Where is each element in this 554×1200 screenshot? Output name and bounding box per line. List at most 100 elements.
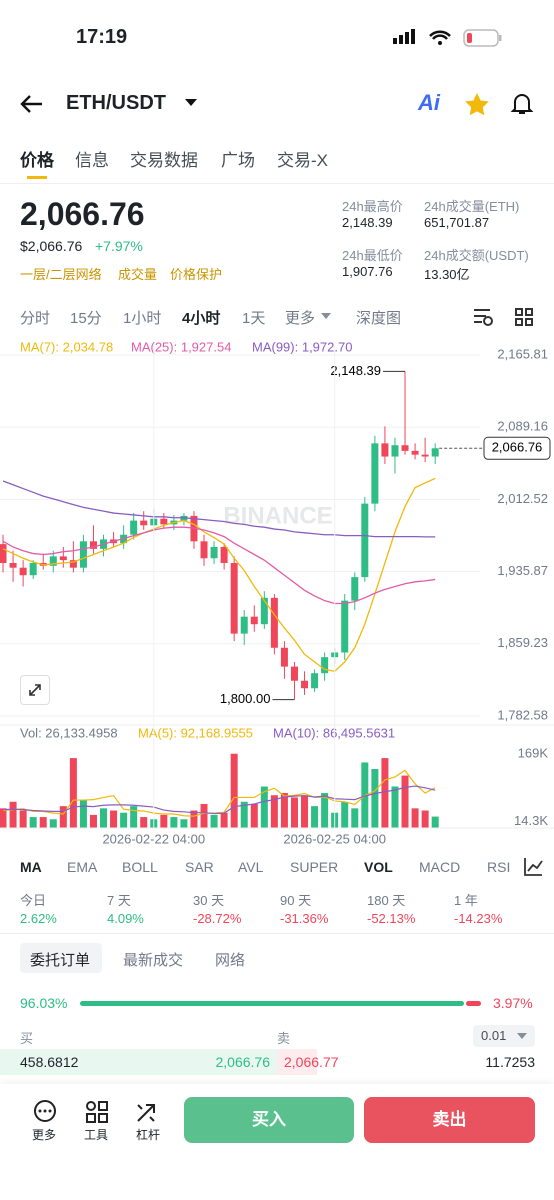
- candle-body: [321, 657, 329, 674]
- interval[interactable]: 1天: [242, 310, 266, 327]
- fullscreen-button[interactable]: [20, 675, 50, 705]
- step-select[interactable]: 0.01: [473, 1025, 535, 1047]
- candle-body: [89, 541, 97, 549]
- tool-label[interactable]: 工具: [84, 1128, 109, 1142]
- step: 0.01: [481, 1028, 507, 1043]
- divider: [0, 933, 554, 934]
- candle-body: [19, 567, 27, 576]
- volume-bar: [270, 795, 278, 828]
- stat-label: 24h成交额(USDT): [424, 248, 529, 263]
- indicator[interactable]: VOL: [364, 859, 393, 875]
- bid-qty: 458.6812: [20, 1054, 79, 1070]
- order-tab[interactable]: 委托订单: [30, 952, 91, 969]
- indicator[interactable]: SUPER: [290, 859, 339, 875]
- y-tick-label: 2,165.81: [497, 346, 548, 361]
- y-tick-label: 2,089.16: [497, 419, 548, 434]
- last-price: 2,066.76: [20, 196, 145, 232]
- sell-ratio-bar: [466, 1001, 481, 1006]
- tab[interactable]: 价格: [20, 151, 54, 170]
- pair-title[interactable]: ETH/USDT: [66, 92, 166, 114]
- volume-bar: [230, 753, 238, 828]
- volume-bar: [100, 808, 108, 828]
- x-tick-label: 2026-02-22 04:00: [102, 831, 205, 846]
- tab[interactable]: 交易数据: [130, 151, 198, 170]
- volume-bar: [89, 814, 97, 828]
- volume-bar: [9, 801, 17, 828]
- volume-bar: [240, 801, 248, 828]
- y-tick-label: 1,935.87: [497, 563, 548, 578]
- buy-button[interactable]: 买入: [184, 1097, 354, 1143]
- sell-ratio: 3.97%: [493, 995, 533, 1011]
- indicator[interactable]: MA: [20, 859, 42, 875]
- candle-body: [280, 647, 288, 667]
- tab[interactable]: 交易-X: [277, 151, 328, 170]
- candle-body: [230, 562, 238, 634]
- chart-tools[interactable]: [472, 306, 538, 328]
- volume-bar: [19, 810, 27, 828]
- interval[interactable]: 分时: [20, 310, 51, 327]
- favorite-star[interactable]: [464, 92, 490, 116]
- annotation: 1,800.00: [220, 691, 271, 706]
- period: 7 天: [107, 893, 131, 908]
- period-change: 4.09%: [107, 911, 144, 926]
- candle-body: [270, 597, 278, 648]
- indicator-settings[interactable]: [522, 856, 544, 878]
- tool-label[interactable]: 更多: [32, 1128, 57, 1142]
- interval[interactable]: 1小时: [123, 310, 162, 327]
- legend-entry: MA(99): 1,972.70: [252, 339, 352, 354]
- candle-body: [79, 541, 87, 568]
- tab[interactable]: 信息: [75, 151, 109, 170]
- stat-value: 2,148.39: [342, 215, 393, 230]
- back-button[interactable]: [20, 94, 44, 114]
- interval[interactable]: 深度图: [356, 310, 402, 327]
- interval[interactable]: 更多: [285, 310, 316, 327]
- tool-icons: [34, 1100, 155, 1123]
- candle-body: [421, 454, 429, 457]
- usd-price: $2,066.76: [20, 238, 83, 254]
- candle-body: [401, 445, 409, 451]
- buy-ratio-bar: [80, 1001, 464, 1006]
- period: 1 年: [454, 893, 478, 908]
- y-tick-label: 1,859.23: [497, 635, 548, 650]
- interval[interactable]: 4小时: [182, 310, 221, 327]
- bell[interactable]: [510, 92, 534, 116]
- tag-link[interactable]: 价格保护: [170, 267, 223, 282]
- indicator[interactable]: BOLL: [122, 859, 158, 875]
- tag-link[interactable]: 一层/二层网络: [20, 267, 102, 282]
- period-change: -52.13%: [367, 911, 416, 926]
- volume-bar: [321, 793, 329, 828]
- order-tab[interactable]: 网络: [215, 952, 246, 969]
- period-change: -28.72%: [193, 911, 242, 926]
- period-change: -31.36%: [280, 911, 329, 926]
- period: 180 天: [367, 893, 406, 908]
- legend-entry: MA(5): 92,168.9555: [138, 725, 253, 740]
- x-tick-label: 2026-02-25 04:00: [283, 831, 386, 846]
- ai-button[interactable]: Ai: [418, 90, 440, 115]
- indicator[interactable]: AVL: [238, 859, 264, 875]
- candle-body: [210, 546, 218, 559]
- buy-header: 买: [20, 1031, 34, 1046]
- candle-body: [29, 562, 37, 576]
- candle-body: [200, 541, 208, 559]
- indicator[interactable]: RSI: [487, 859, 511, 875]
- indicator[interactable]: SAR: [185, 859, 214, 875]
- change: +7.97%: [95, 238, 143, 254]
- period-change: 2.62%: [20, 911, 57, 926]
- indicator[interactable]: EMA: [67, 859, 98, 875]
- volume-bar: [0, 808, 7, 828]
- order-tab[interactable]: 最新成交: [123, 952, 184, 969]
- tab-pill: [20, 943, 102, 973]
- tab[interactable]: 广场: [221, 151, 255, 170]
- volume-bar: [69, 758, 77, 828]
- ma-line: [2, 480, 436, 538]
- interval[interactable]: 15分: [70, 310, 102, 327]
- tool-label[interactable]: 杠杆: [136, 1128, 161, 1142]
- volume-bar: [59, 806, 67, 828]
- ask-price: 2,066.77: [284, 1054, 339, 1070]
- candle-body: [391, 445, 399, 457]
- tag-link[interactable]: 成交量: [118, 267, 158, 282]
- indicator[interactable]: MACD: [419, 859, 461, 875]
- ask-depth: [277, 1049, 317, 1075]
- sell-button[interactable]: 卖出: [364, 1097, 535, 1143]
